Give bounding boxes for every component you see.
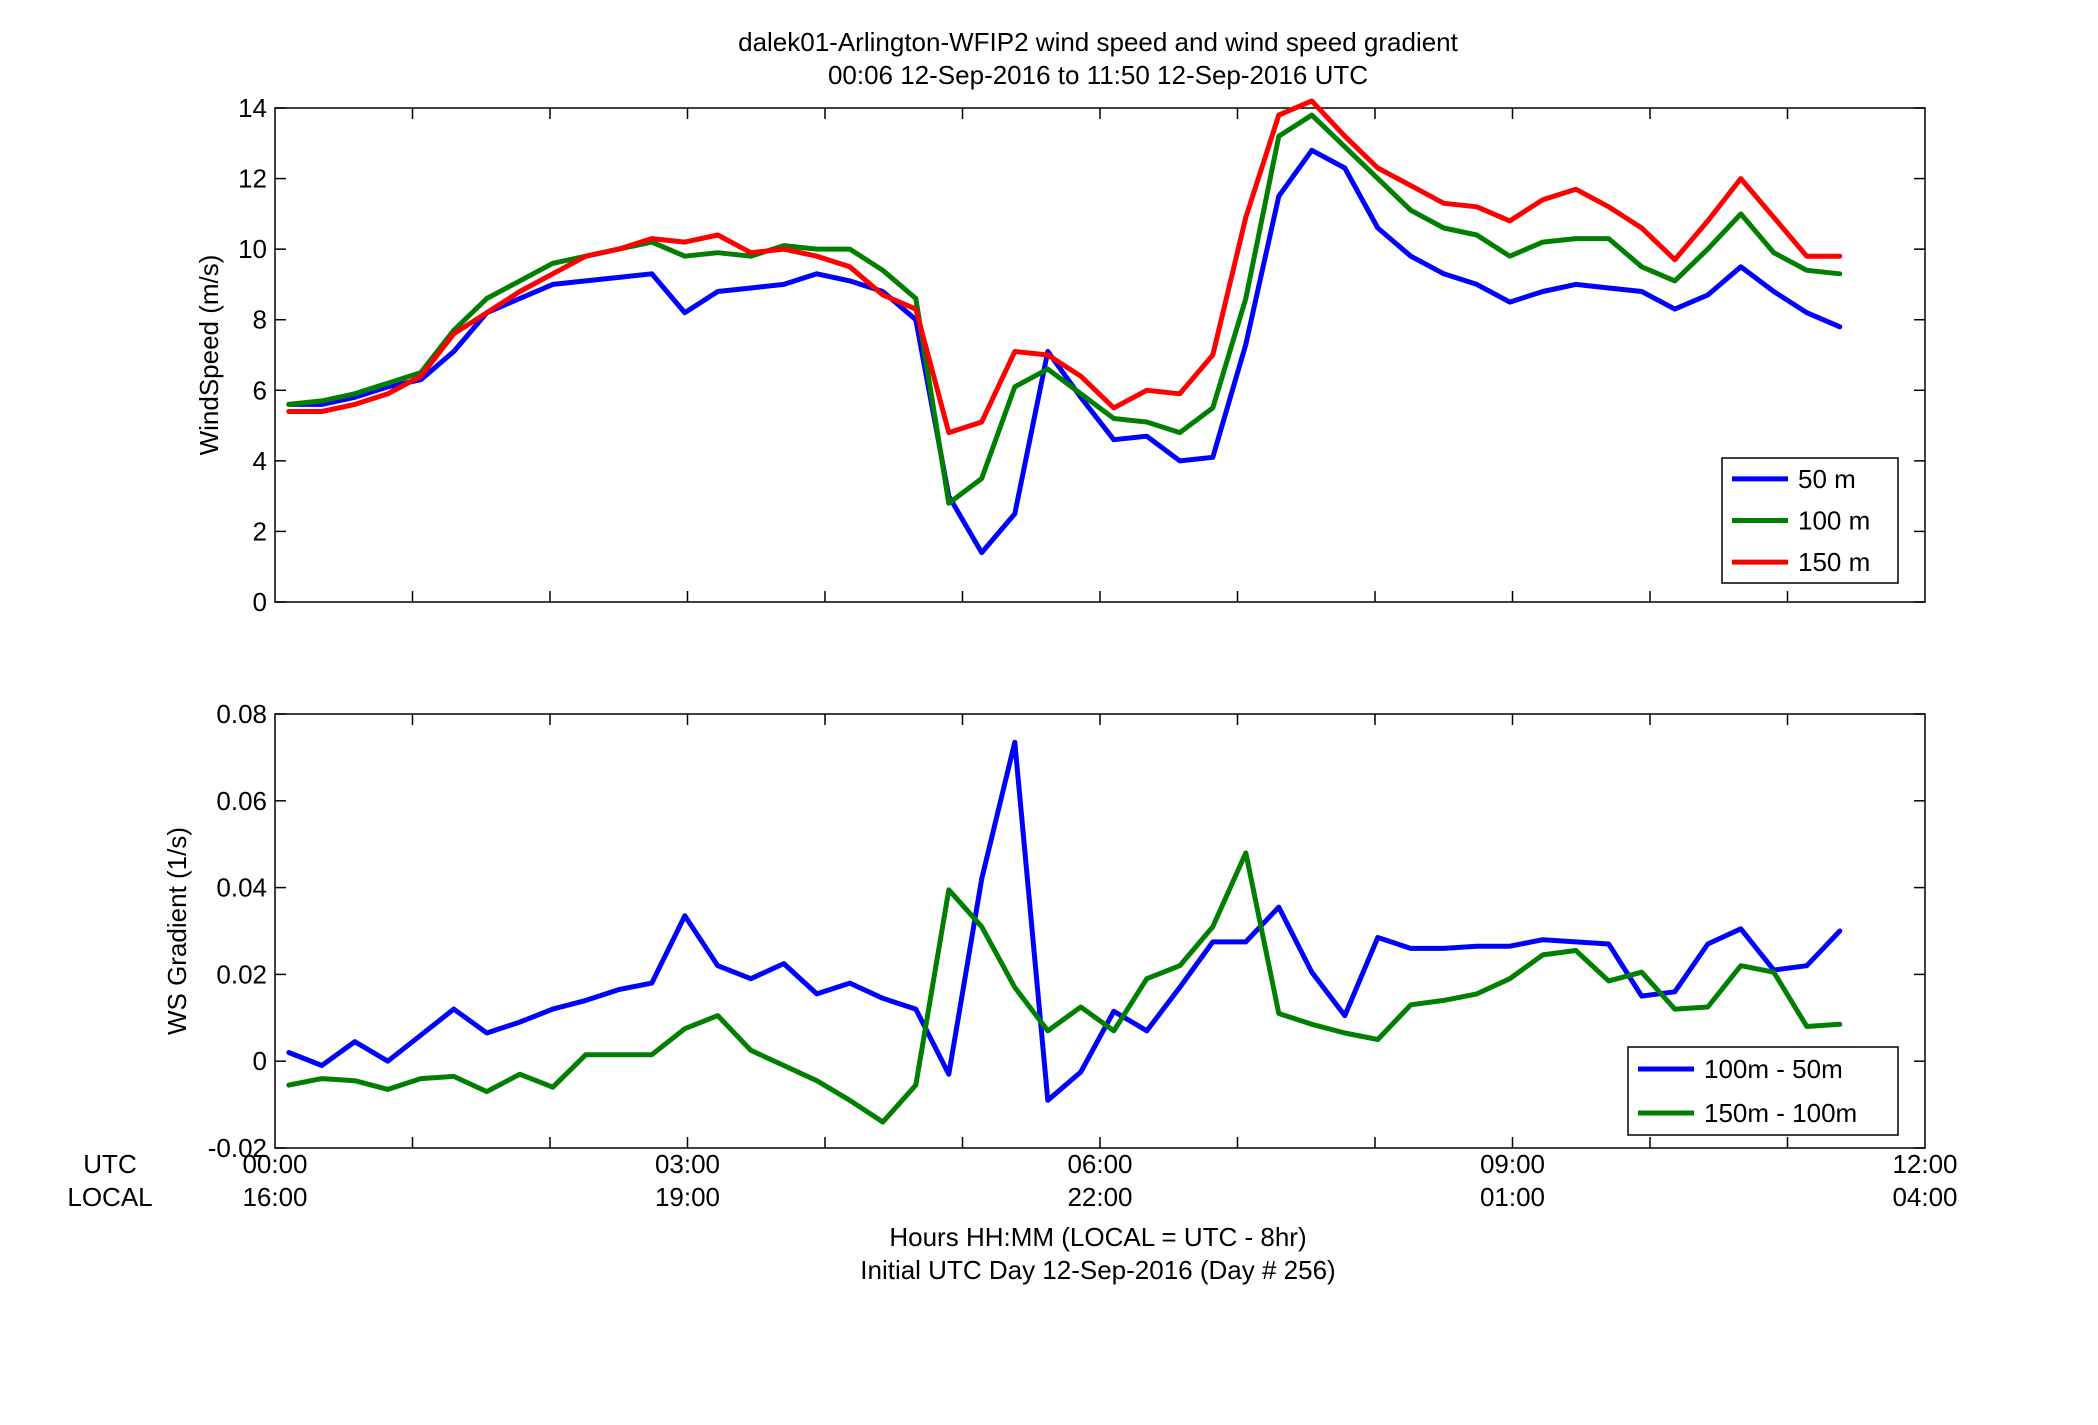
x-tick-label-local: 22:00 <box>1067 1182 1132 1212</box>
wind-gradient-panel: -0.02 0 0.02 0.04 0.06 0.08 WS Gradient (1/s) 1… <box>162 699 1926 1163</box>
series-line-3 <box>286 98 1843 436</box>
y-tick-label: -0.02 <box>208 1133 267 1163</box>
legend-entry: 150m - 100m <box>1704 1098 1857 1128</box>
series-line-2 <box>286 112 1843 506</box>
chart-title-line1: dalek01-Arlington-WFIP2 wind speed and w… <box>738 27 1459 57</box>
x-tick-label-utc: 03:00 <box>655 1149 720 1179</box>
chart-title-line2: 00:06 12-Sep-2016 to 11:50 12-Sep-2016 U… <box>828 60 1368 90</box>
y-tick-label: 0.08 <box>216 699 267 729</box>
legend-entry: 100 m <box>1798 506 1870 536</box>
x-tick-label-utc: 12:00 <box>1892 1149 1957 1179</box>
wind-speed-panel: 0 2 4 6 8 10 12 14 WindSpeed (m/s) 50 m 100 m 150 m <box>194 93 1926 617</box>
y-tick-label: 0.06 <box>216 786 267 816</box>
legend-entry: 50 m <box>1798 464 1856 494</box>
y-tick-label: 8 <box>253 305 267 335</box>
y-tick-label: 0 <box>253 587 267 617</box>
y-tick-label: 0.02 <box>216 959 267 989</box>
y-tick-label: 2 <box>253 516 267 546</box>
x-tick-label-local: 01:00 <box>1480 1182 1545 1212</box>
utc-row-label: UTC <box>83 1149 136 1179</box>
legend-entry: 150 m <box>1798 547 1870 577</box>
y-tick-label: 0.04 <box>216 873 267 903</box>
x-tick-label-utc: 06:00 <box>1067 1149 1132 1179</box>
y-tick-label: 6 <box>253 375 267 405</box>
series-line-2 <box>286 850 1843 1125</box>
x-axis-label-line2: Initial UTC Day 12-Sep-2016 (Day # 256) <box>860 1255 1335 1285</box>
legend-box <box>1627 1046 1899 1136</box>
x-tick-label-local: 16:00 <box>242 1182 307 1212</box>
x-tick-label-utc: 09:00 <box>1480 1149 1545 1179</box>
y-tick-label: 0 <box>253 1046 267 1076</box>
y-axis-label: WindSpeed (m/s) <box>194 255 224 456</box>
y-axis-label: WS Gradient (1/s) <box>162 827 192 1035</box>
plot-frame <box>274 107 1926 603</box>
legend: 100m - 50m 150m - 100m <box>1627 1046 1899 1136</box>
series-line-1 <box>286 739 1843 1103</box>
local-row-label: LOCAL <box>67 1182 152 1212</box>
y-tick-label: 4 <box>253 446 267 476</box>
legend-entry: 100m - 50m <box>1704 1054 1843 1084</box>
y-tick-label: 10 <box>238 234 267 264</box>
x-tick-label-local: 04:00 <box>1892 1182 1957 1212</box>
series-line-1 <box>286 147 1843 556</box>
y-tick-label: 14 <box>238 93 267 123</box>
x-axis-label-line1: Hours HH:MM (LOCAL = UTC - 8hr) <box>889 1222 1306 1252</box>
legend: 50 m 100 m 150 m <box>1721 457 1899 584</box>
x-tick-label-utc: 00:00 <box>242 1149 307 1179</box>
x-tick-label-local: 19:00 <box>655 1182 720 1212</box>
y-tick-label: 12 <box>238 164 267 194</box>
